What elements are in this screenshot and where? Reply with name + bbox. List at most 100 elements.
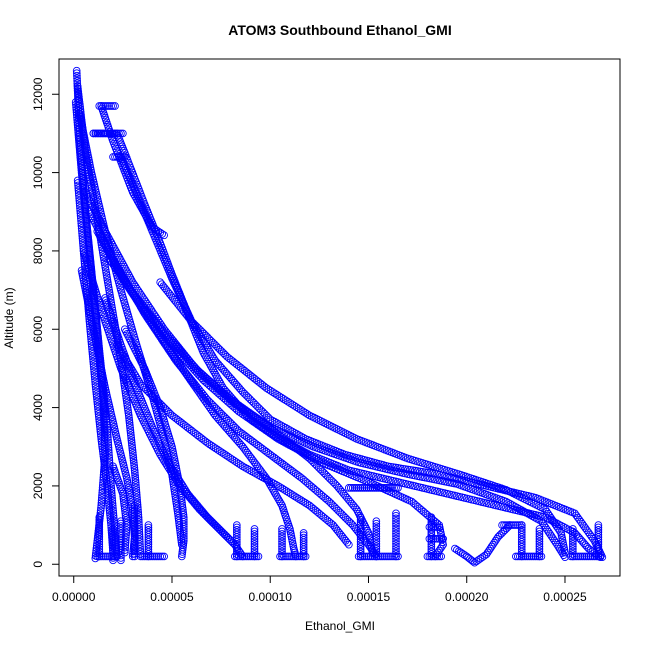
data-point	[351, 503, 359, 512]
data-point	[384, 552, 392, 561]
data-point	[132, 483, 140, 492]
data-point	[584, 544, 593, 553]
data-point	[427, 545, 436, 553]
data-point	[515, 505, 524, 513]
data-point	[372, 534, 381, 543]
data-point	[130, 504, 139, 512]
data-point	[206, 362, 215, 370]
data-point	[105, 499, 113, 507]
data-point	[95, 518, 104, 527]
data-point	[544, 527, 553, 536]
data-point	[85, 320, 94, 328]
data-point	[427, 518, 436, 527]
data-point	[111, 129, 119, 138]
data-point	[270, 489, 279, 497]
data-point	[179, 483, 188, 492]
data-point	[368, 552, 377, 561]
data-point	[513, 552, 522, 561]
data-point	[392, 539, 400, 548]
data-point	[356, 532, 365, 541]
data-point	[260, 474, 269, 483]
data-point	[427, 530, 436, 539]
data-point	[358, 484, 367, 492]
data-point	[547, 514, 555, 522]
data-point	[382, 484, 391, 492]
data-point	[77, 166, 86, 174]
data-point	[81, 267, 90, 275]
data-point	[544, 509, 553, 518]
data-point	[290, 401, 299, 410]
data-point	[372, 552, 381, 561]
data-point	[75, 201, 84, 210]
data-point	[79, 244, 88, 253]
data-point	[119, 275, 128, 284]
x-tick-label: 0.00020	[445, 590, 489, 604]
data-point	[106, 293, 115, 302]
data-point	[356, 484, 365, 492]
data-point	[570, 552, 579, 561]
data-point	[596, 552, 605, 561]
data-point	[275, 392, 284, 401]
data-point	[594, 523, 603, 532]
data-point	[535, 552, 544, 561]
data-point	[589, 534, 597, 543]
data-point	[427, 550, 436, 558]
data-point	[247, 467, 256, 476]
data-point	[580, 552, 589, 561]
data-point	[76, 209, 85, 218]
data-point	[148, 552, 157, 561]
data-point	[382, 552, 391, 561]
data-point	[117, 529, 125, 538]
data-point	[117, 531, 125, 540]
data-point	[568, 527, 577, 536]
data-point	[561, 548, 569, 557]
y-tick-label: 4000	[31, 394, 45, 421]
data-point	[344, 484, 353, 492]
data-point	[356, 545, 365, 553]
data-point	[425, 552, 434, 561]
data-point	[130, 524, 139, 533]
data-point	[250, 525, 259, 533]
data-point	[91, 129, 100, 138]
data-point	[278, 537, 286, 546]
data-point	[72, 66, 81, 75]
data-point	[104, 283, 113, 292]
data-point	[103, 273, 111, 282]
data-point	[105, 501, 113, 510]
data-point	[130, 369, 138, 378]
data-point	[109, 525, 117, 533]
data-point	[372, 537, 381, 546]
data-point	[127, 436, 136, 445]
data-point	[582, 552, 591, 561]
data-point	[288, 552, 296, 561]
data-point	[102, 472, 110, 480]
data-point	[178, 481, 187, 490]
data-point	[127, 434, 136, 442]
data-point	[77, 163, 86, 172]
data-point	[101, 469, 110, 478]
data-point	[427, 513, 436, 522]
data-point	[99, 454, 108, 463]
data-point	[126, 426, 135, 435]
data-point	[366, 484, 375, 492]
data-point	[134, 375, 142, 384]
data-point	[265, 477, 274, 485]
data-point	[94, 405, 102, 413]
data-point	[150, 323, 159, 331]
data-point	[122, 356, 130, 365]
y-tick-label: 6000	[31, 316, 45, 343]
data-point	[74, 184, 83, 192]
data-point	[120, 504, 129, 513]
data-point	[130, 537, 139, 545]
data-point	[120, 501, 129, 510]
data-point	[94, 412, 103, 421]
data-point	[130, 534, 139, 543]
data-point	[94, 229, 103, 238]
data-point	[250, 537, 259, 546]
data-point	[175, 359, 183, 368]
data-point	[79, 181, 87, 190]
x-tick-label: 0.00015	[347, 590, 391, 604]
points-layer	[71, 66, 607, 567]
data-point	[166, 462, 175, 471]
data-point	[436, 544, 445, 553]
